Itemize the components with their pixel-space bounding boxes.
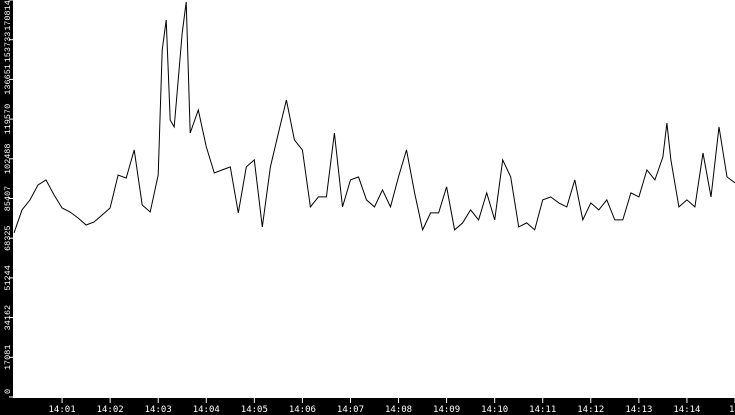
y-tick-label: 17081	[3, 345, 13, 371]
y-tick-label: 119570	[3, 104, 13, 135]
y-tick-label: 170814	[3, 0, 13, 31]
x-tick-label: 14:04	[193, 405, 220, 415]
y-tick-label: 153733	[3, 32, 13, 63]
y-axis: 0 17081 34162 51244 68325 85407 102488 119570 13…	[3, 0, 14, 398]
y-tick-label: 102488	[3, 143, 13, 174]
x-tick-label: 14:06	[289, 405, 316, 415]
y-tick-label: 136651	[3, 64, 13, 95]
y-tick-label: 0	[3, 389, 13, 394]
x-tick-label: 14:13	[625, 405, 652, 415]
y-tick-label: 34162	[3, 305, 13, 331]
x-tick-label: 14:09	[433, 405, 460, 415]
y-tick-label: 51244	[3, 265, 13, 291]
x-tick-label: 14:14	[673, 405, 700, 415]
x-tick-label: 14:11	[529, 405, 556, 415]
x-tick-label: 14:05	[241, 405, 268, 415]
y-axis-band	[0, 0, 13, 415]
x-axis-band	[0, 398, 735, 415]
x-tick-label: 14:12	[577, 405, 604, 415]
y-tick-label: 85407	[3, 186, 13, 212]
y-tick-label: 68325	[3, 225, 13, 251]
x-tick-label: 14	[729, 405, 735, 415]
x-tick-label: 14:02	[97, 405, 124, 415]
x-axis: 14:01 14:02 14:03 14:04 14:05 14:06 14:07 14:08…	[49, 398, 735, 415]
x-tick-label: 14:03	[145, 405, 172, 415]
x-tick-label: 14:07	[337, 405, 364, 415]
x-tick-label: 14:08	[385, 405, 412, 415]
series-line	[13, 1, 735, 234]
x-tick-label: 14:01	[49, 405, 76, 415]
x-tick-label: 14:10	[481, 405, 508, 415]
